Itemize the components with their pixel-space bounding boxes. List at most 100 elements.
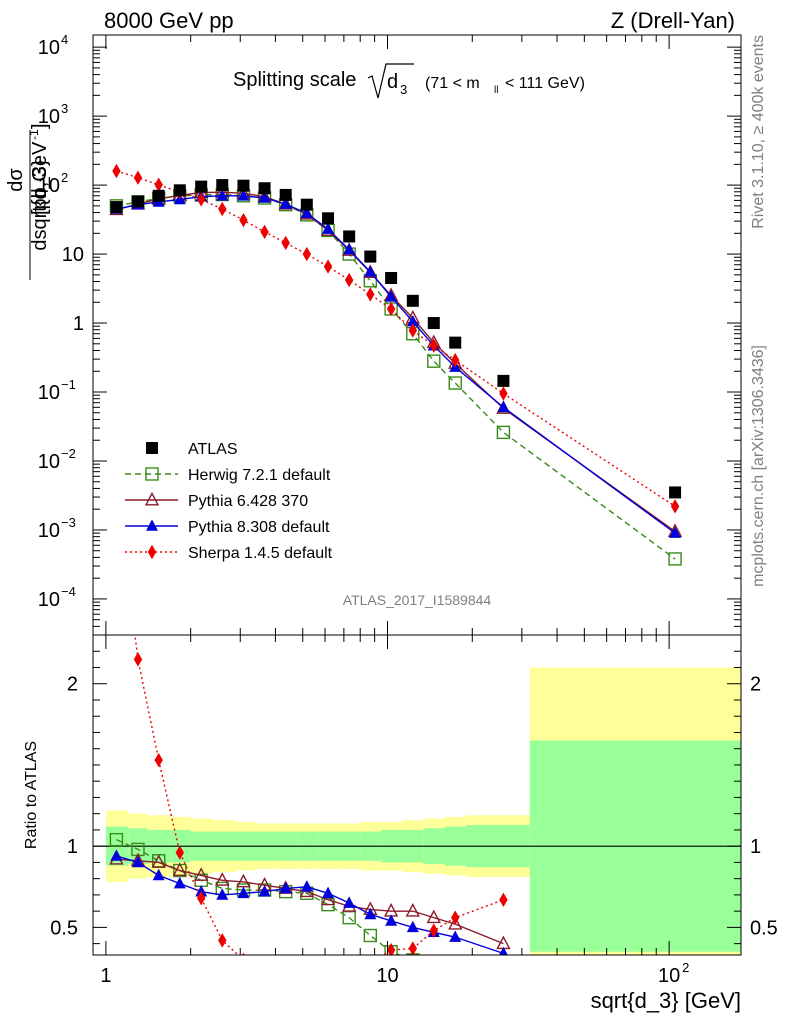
sherpa-main-point bbox=[218, 201, 227, 217]
main-y-tick-label-exp: −4 bbox=[61, 584, 76, 599]
legend-label-herwig: Herwig 7.2.1 default bbox=[188, 467, 331, 484]
atlas-main-point bbox=[216, 179, 229, 192]
main-y-tick-label: 10 bbox=[38, 382, 60, 404]
atlas-main-point bbox=[406, 294, 419, 307]
herwig-main-point bbox=[496, 425, 511, 440]
sherpa-main-point bbox=[429, 338, 438, 353]
ratio-y-tick-label-right: 1 bbox=[750, 836, 761, 858]
y-label-unit: [pb,GeV bbox=[29, 141, 51, 215]
sherpa-main-point bbox=[154, 177, 163, 192]
pythia8-main-point bbox=[237, 189, 250, 201]
atlas-main-point bbox=[385, 271, 398, 284]
sherpa-main-point bbox=[112, 163, 121, 179]
atlas-main-point bbox=[322, 212, 335, 225]
atlas-main-point bbox=[669, 486, 682, 499]
plot-title-main: Splitting scale bbox=[233, 69, 356, 91]
header-left: 8000 GeV pp bbox=[104, 8, 234, 33]
atlas-main-point bbox=[343, 230, 356, 243]
pythia6-ratio-point bbox=[320, 891, 336, 906]
legend-label-atlas: ATLAS bbox=[188, 441, 238, 458]
plot-title-sub: 3 bbox=[400, 82, 407, 97]
x-tick-label-exp: 2 bbox=[682, 960, 689, 975]
sherpa-main-point bbox=[302, 246, 312, 262]
main-y-tick-label-exp: 3 bbox=[61, 101, 68, 116]
mcplots-label: mcplots.cern.ch [arXiv:1306.3436] bbox=[750, 345, 767, 587]
pythia8-ratio-point bbox=[364, 907, 377, 920]
legend-marker-pythia8 bbox=[146, 519, 158, 531]
pythia6-ratio-point bbox=[496, 935, 511, 950]
main-y-tick-label: 1 bbox=[73, 313, 84, 335]
pythia8-ratio-point bbox=[173, 876, 186, 889]
atlas-main-point bbox=[131, 195, 144, 208]
ratio-y-tick-label-right: 2 bbox=[750, 674, 761, 696]
sherpa-ratio-point bbox=[218, 933, 227, 948]
sherpa-main-point bbox=[386, 301, 396, 317]
pythia8-main-point bbox=[669, 526, 682, 538]
atlas-main-point bbox=[364, 250, 377, 263]
main-y-axis-label: dσ dsqrt{d_3} [pb,GeV -1 ] bbox=[5, 123, 51, 280]
pythia8-ratio-point bbox=[385, 914, 398, 926]
sqrt-symbol bbox=[367, 63, 414, 99]
pythia8-main-point bbox=[343, 243, 356, 255]
sherpa-main-point bbox=[260, 224, 269, 240]
sherpa-main-point bbox=[281, 235, 290, 251]
sherpa-main-point bbox=[196, 192, 206, 207]
ratio-y-tick-label: 2 bbox=[67, 674, 78, 696]
ratio-y-axis-label: Ratio to ATLAS bbox=[23, 741, 40, 849]
pythia8-main-point bbox=[322, 222, 335, 234]
main-y-tick-label: 10 bbox=[38, 106, 60, 128]
pythia6-ratio-point bbox=[215, 872, 230, 886]
sherpa-ratio-point bbox=[175, 845, 184, 860]
atlas-main-point bbox=[449, 336, 462, 349]
sherpa-main-point bbox=[239, 212, 248, 228]
legend-marker-herwig bbox=[145, 467, 159, 481]
pythia8-main-point bbox=[300, 206, 313, 219]
sherpa-main-point bbox=[323, 259, 333, 274]
svg-text:d: d bbox=[387, 71, 398, 93]
herwig-ratio-point bbox=[406, 953, 420, 955]
main-y-tick-label-exp: 2 bbox=[61, 170, 68, 185]
sherpa-main-point bbox=[366, 287, 375, 302]
pythia8-main-point bbox=[216, 189, 229, 201]
atlas-main-point bbox=[110, 201, 123, 214]
atlas-main-point bbox=[497, 374, 510, 387]
legend-marker-atlas bbox=[146, 442, 158, 454]
x-tick-label: 10 bbox=[658, 965, 680, 987]
pythia6-ratio-point bbox=[151, 854, 166, 868]
herwig-ratio-point bbox=[109, 832, 124, 847]
pythia8-ratio-point bbox=[499, 946, 508, 955]
sherpa-main-point bbox=[344, 272, 354, 288]
sherpa-ratio-point bbox=[408, 941, 418, 955]
sherpa-main-point bbox=[451, 352, 460, 368]
atlas-main-point bbox=[173, 184, 186, 197]
ratio-y-tick-label: 0.5 bbox=[50, 917, 78, 939]
legend-marker-pythia6 bbox=[144, 491, 160, 506]
pythia6-ratio-point bbox=[172, 862, 187, 877]
pythia8-ratio-point bbox=[258, 885, 271, 897]
atlas-main-point bbox=[237, 179, 250, 192]
sherpa-main-point bbox=[408, 323, 418, 338]
ratio-plot-frame bbox=[92, 634, 742, 956]
herwig-main-point bbox=[427, 354, 441, 368]
atlas-main-point bbox=[195, 180, 208, 193]
main-y-tick-label: 10 bbox=[38, 589, 60, 611]
ratio-y-tick-label: 1 bbox=[67, 836, 78, 858]
legend-label-sherpa: Sherpa 1.4.5 default bbox=[188, 545, 333, 562]
pythia8-ratio-point bbox=[322, 886, 335, 899]
pythia6-ratio-point bbox=[426, 909, 441, 924]
sherpa-ratio-point bbox=[154, 752, 163, 768]
pythia8-ratio-point bbox=[110, 849, 123, 861]
y-label-unit-close: ] bbox=[29, 123, 51, 129]
pythia8-main-point bbox=[364, 265, 377, 277]
sherpa-ratio-point bbox=[133, 652, 143, 667]
pythia8-ratio-point bbox=[343, 896, 356, 908]
atlas-main-point bbox=[152, 189, 165, 202]
x-tick-label: 10 bbox=[376, 965, 398, 987]
pythia6-ratio-point bbox=[448, 916, 463, 930]
x-axis-label: sqrt{d_3} [GeV] bbox=[591, 988, 741, 1013]
legend-label-pythia8: Pythia 8.308 default bbox=[188, 519, 330, 536]
pythia8-main-point bbox=[385, 290, 398, 302]
main-y-tick-label-exp: −3 bbox=[61, 515, 76, 530]
plot-title-tail: (71 < m bbox=[425, 75, 480, 92]
analysis-id: ATLAS_2017_I1589844 bbox=[343, 592, 492, 608]
